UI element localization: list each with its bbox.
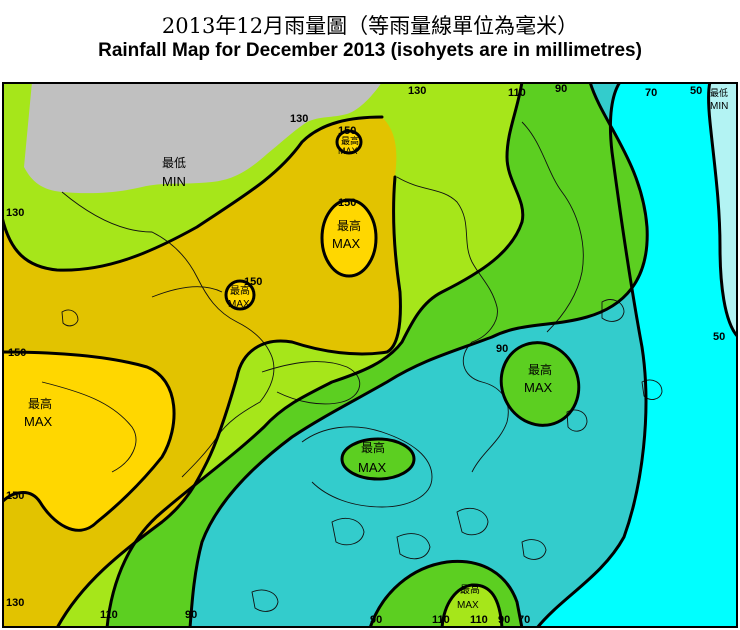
max-marker-zh: 最高 [337,218,361,233]
isohyet-label: 90 [496,343,508,355]
band-no-data [24,82,382,194]
islands [61,299,663,612]
isohyet-label: 110 [508,87,526,99]
max-marker-zh: 最高 [361,440,385,455]
max-marker-en: MAX [228,299,250,310]
min-marker-en: MIN [710,101,728,112]
isohyet-label: 130 [408,85,426,97]
band-50-70 [537,82,738,628]
isohyet-label: 70 [518,614,530,626]
max-marker-zh: 最高 [341,135,359,147]
max-marker-en: MAX [358,460,387,475]
max-cell-lantau [342,439,414,479]
coastlines [41,121,584,508]
isohyet-label: 150 [338,197,356,209]
rainfall-map: 130 130 130 110 90 70 50 150 150 150 150… [2,82,738,628]
max-min-markers: 最高 MAX 最高 MAX 最高 MAX 最高 MAX 最高 MAX 最高 MA… [24,87,728,611]
isohyet-label: 150 [244,276,262,288]
min-marker-en: MIN [162,174,186,189]
map-title-chinese: 2013年12月雨量圖（等雨量線單位為毫米） [161,14,579,38]
max-marker-zh: 最高 [28,396,52,411]
isohyet-label: 150 [338,125,356,137]
isohyet-labels: 130 130 130 110 90 70 50 150 150 150 150… [6,83,725,626]
min-marker-zh: 最低 [710,87,728,99]
isohyet-label: 110 [432,614,450,626]
max-marker-en: MAX [457,600,479,611]
map-title-english: Rainfall Map for December 2013 (isohyets… [98,40,642,61]
max-marker-en: MAX [524,380,553,395]
isohyet-label: 110 [470,614,488,626]
isohyet-label: 90 [555,83,567,95]
max-cell-north [337,131,361,153]
isohyet-label: 70 [645,87,657,99]
rainfall-map-svg: 130 130 130 110 90 70 50 150 150 150 150… [2,82,738,628]
max-cell-central [322,200,376,276]
min-marker-zh: 最低 [162,156,186,170]
isohyet-label: 150 [8,347,26,359]
isohyet-label: 50 [713,331,725,343]
max-marker-zh: 最高 [230,284,250,297]
max-marker-zh: 最高 [460,583,480,596]
isohyet-label: 130 [6,207,24,219]
max-cell-small [226,281,254,309]
max-cell-east [501,342,579,426]
isohyet-label: 130 [290,113,308,125]
isohyet-label: 130 [6,597,24,609]
isohyet-label: 110 [100,609,118,621]
band-under-50 [708,82,738,337]
max-marker-zh: 最高 [528,362,552,377]
isohyet-label: 90 [185,609,197,621]
isohyet-lines [2,82,738,628]
max-cell-shapes [2,131,579,531]
max-marker-en: MAX [332,236,361,251]
max-cell-west [2,352,175,531]
isohyet-label: 90 [498,614,510,626]
max-marker-en: MAX [24,414,53,429]
band-110-130-south [442,584,502,628]
isohyet-label: 90 [370,614,382,626]
map-frame [2,82,738,628]
isohyet-label: 150 [6,490,24,502]
max-marker-en: MAX [338,146,358,156]
isohyet-label: 50 [690,85,702,97]
